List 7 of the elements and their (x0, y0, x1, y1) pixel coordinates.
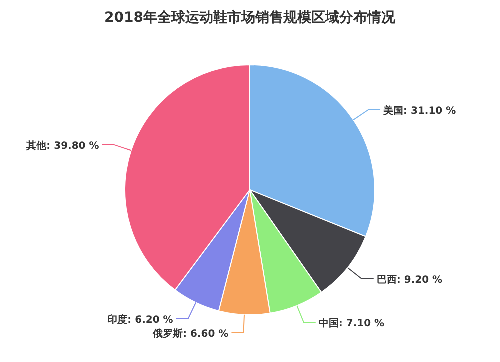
slice-label: 印度: 6.20 % (108, 314, 174, 326)
slice-label: 巴西: 9.20 % (376, 275, 443, 286)
chart-title: 2018年全球运动鞋市场销售规模区域分布情况 (104, 9, 396, 26)
slice-label: 其他: 39.80 % (26, 140, 100, 152)
slice-label: 美国: 31.10 % (382, 104, 456, 117)
slice-label: 中国: 7.10 % (318, 317, 385, 330)
slice-label: 俄罗斯: 6.60 % (152, 328, 229, 340)
